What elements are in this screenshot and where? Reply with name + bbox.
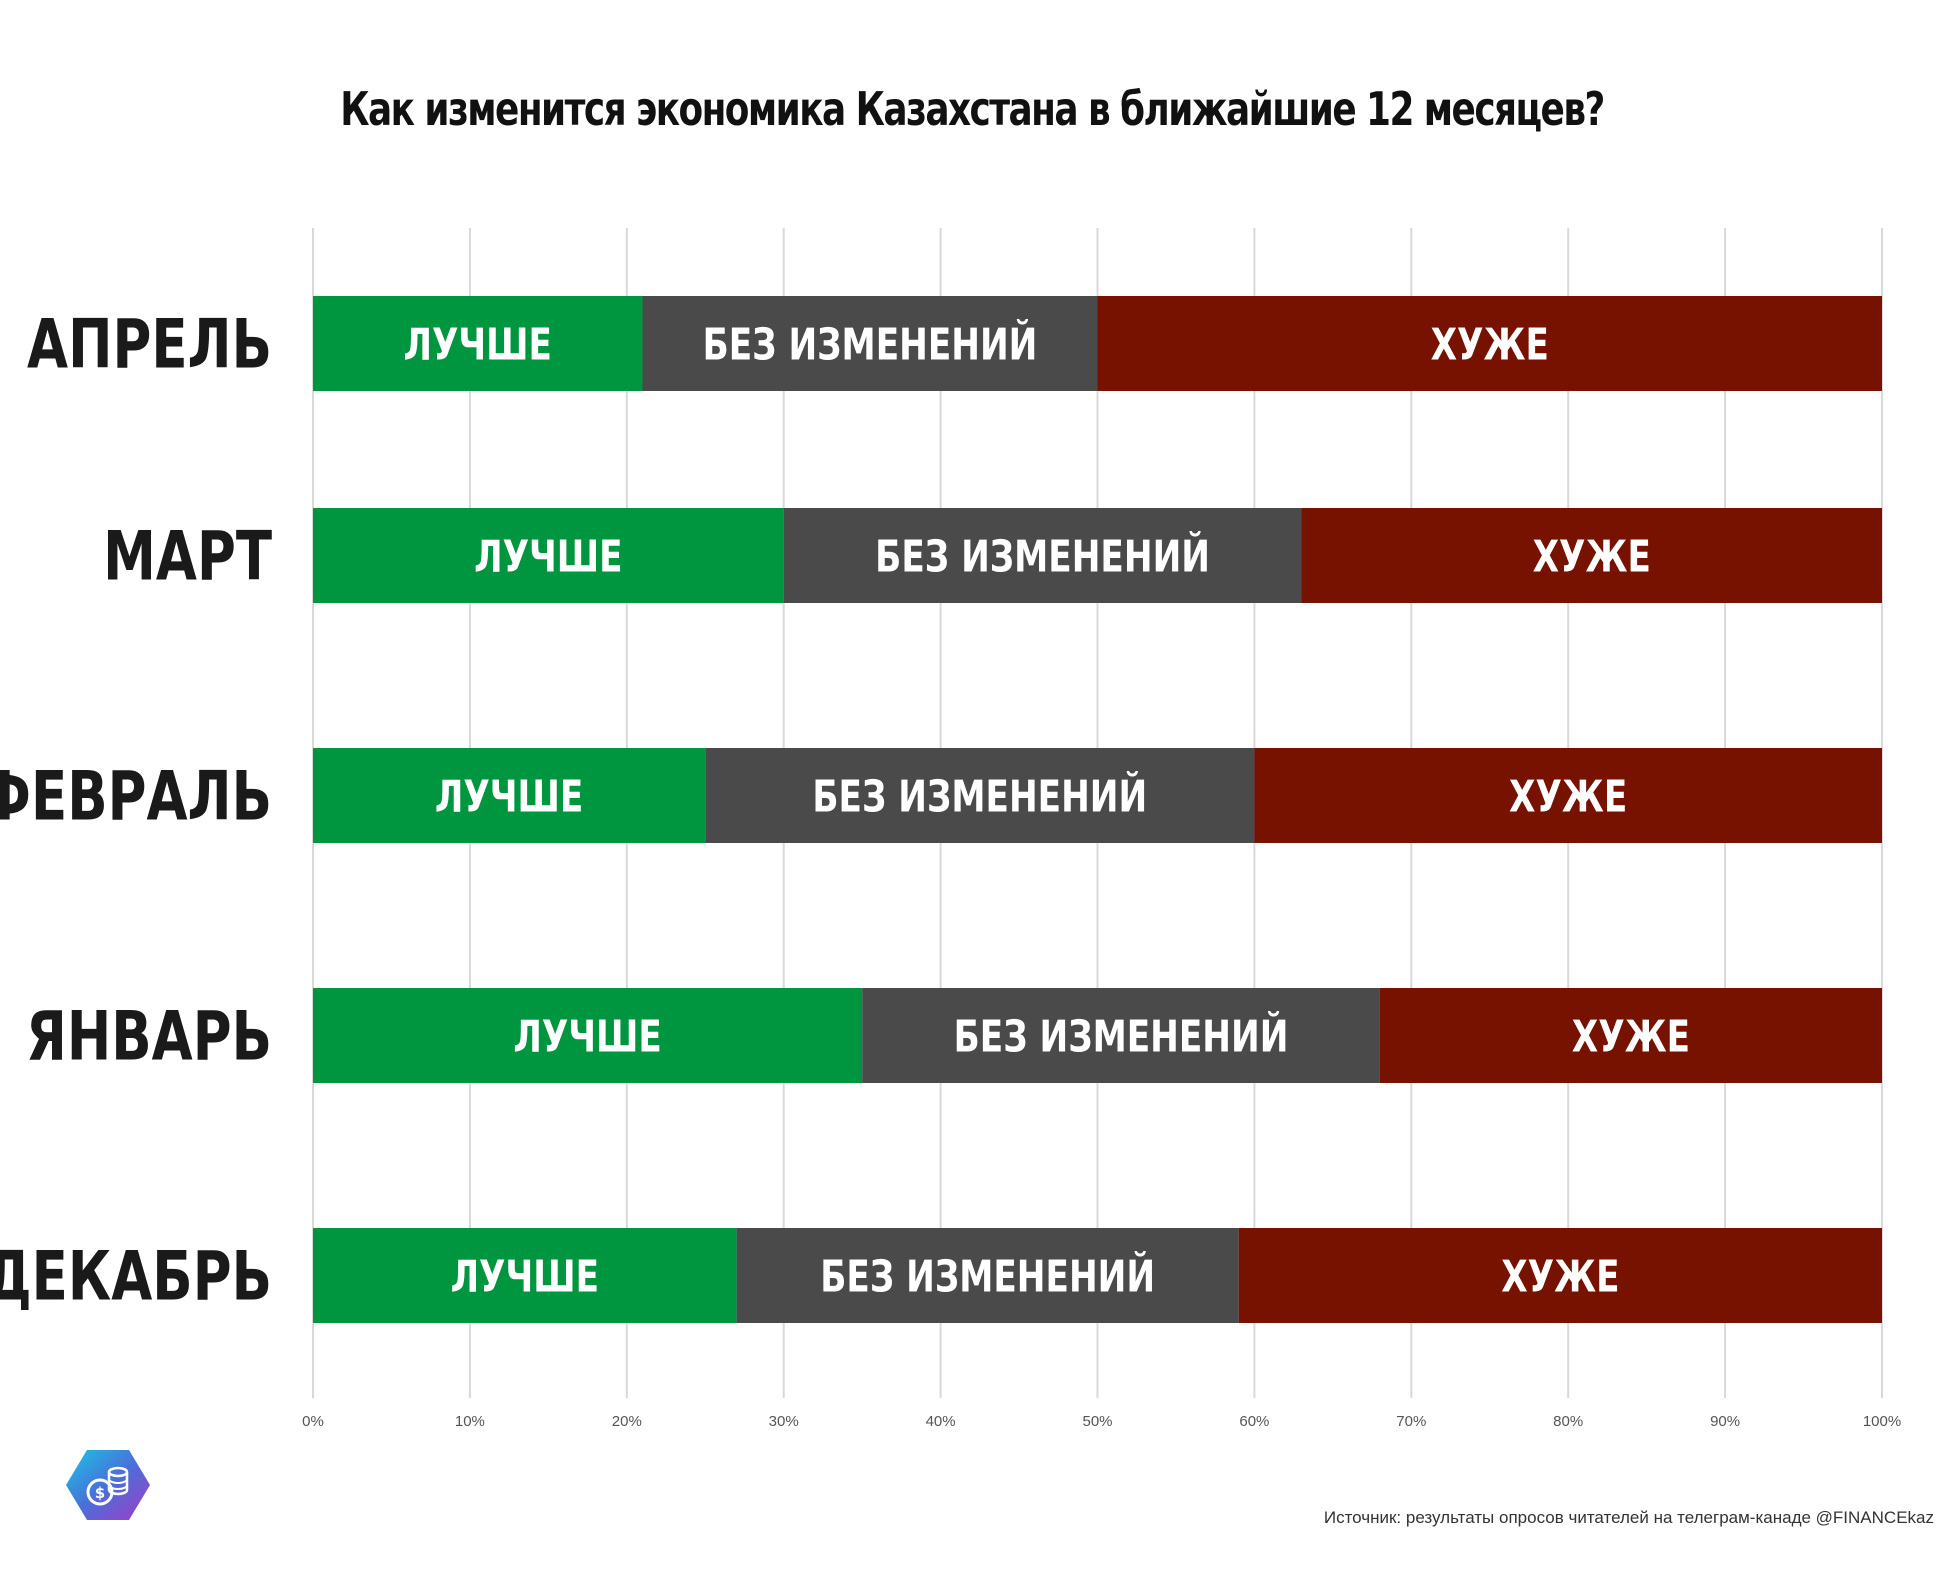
bar-segment: [313, 748, 706, 843]
x-tick-label: 100%: [1863, 1413, 1901, 1430]
category-label: ФЕВРАЛЬ: [0, 757, 272, 836]
coins-dollar-icon: $: [66, 1450, 150, 1520]
segment-label: ХУЖЕ: [1501, 1251, 1619, 1302]
x-tick-label: 50%: [1082, 1413, 1112, 1430]
x-tick-label: 40%: [926, 1413, 956, 1430]
segment-label: ЛУЧШЕ: [474, 531, 622, 582]
segment-label: ХУЖЕ: [1431, 319, 1549, 370]
x-tick-label: 20%: [612, 1413, 642, 1430]
bar-segment: [783, 508, 1302, 603]
segment-label: ЛУЧШЕ: [435, 771, 583, 822]
segment-label: БЕЗ ИЗМЕНЕНИЙ: [875, 530, 1210, 582]
x-tick-label: 60%: [1239, 1413, 1269, 1430]
category-label: МАРТ: [103, 517, 272, 596]
segment-label: БЕЗ ИЗМЕНЕНИЙ: [812, 770, 1147, 822]
bar-segment: [642, 296, 1098, 391]
segment-label: ЛУЧШЕ: [513, 1011, 661, 1062]
bar-segment: [1238, 1228, 1882, 1323]
segment-label: ХУЖЕ: [1509, 771, 1627, 822]
category-label: ДЕКАБРЬ: [0, 1237, 272, 1316]
bar-segment: [313, 296, 643, 391]
bar-segment: [736, 1228, 1239, 1323]
x-tick-label: 80%: [1553, 1413, 1583, 1430]
x-tick-label: 0%: [302, 1413, 324, 1430]
segment-label: ЛУЧШЕ: [404, 319, 552, 370]
x-tick-label: 10%: [455, 1413, 485, 1430]
segment-label: ЛУЧШЕ: [451, 1251, 599, 1302]
svg-text:$: $: [95, 1484, 105, 1502]
bar-segment: [313, 508, 784, 603]
source-note: Источник: результаты опросов читателей н…: [1323, 1508, 1934, 1527]
x-tick-label: 70%: [1396, 1413, 1426, 1430]
segment-label: ХУЖЕ: [1533, 531, 1651, 582]
bar-segment: [313, 1228, 737, 1323]
chart-title: Как изменится экономика Казахстана в бли…: [340, 82, 1605, 136]
segment-label: БЕЗ ИЗМЕНЕНИЙ: [820, 1250, 1155, 1302]
segment-label: БЕЗ ИЗМЕНЕНИЙ: [954, 1010, 1289, 1062]
bar-segment: [313, 988, 863, 1083]
bar-segment: [1301, 508, 1882, 603]
category-label: АПРЕЛЬ: [27, 305, 272, 384]
bar-segment: [705, 748, 1255, 843]
bar-segment: [862, 988, 1380, 1083]
bar-segment: [1379, 988, 1882, 1083]
bar-segment: [1254, 748, 1882, 843]
category-label: ЯНВАРЬ: [26, 997, 272, 1076]
segment-label: ХУЖЕ: [1572, 1011, 1690, 1062]
x-tick-label: 90%: [1710, 1413, 1740, 1430]
segment-label: БЕЗ ИЗМЕНЕНИЙ: [703, 318, 1038, 370]
x-tick-label: 30%: [769, 1413, 799, 1430]
bar-segment: [1097, 296, 1882, 391]
